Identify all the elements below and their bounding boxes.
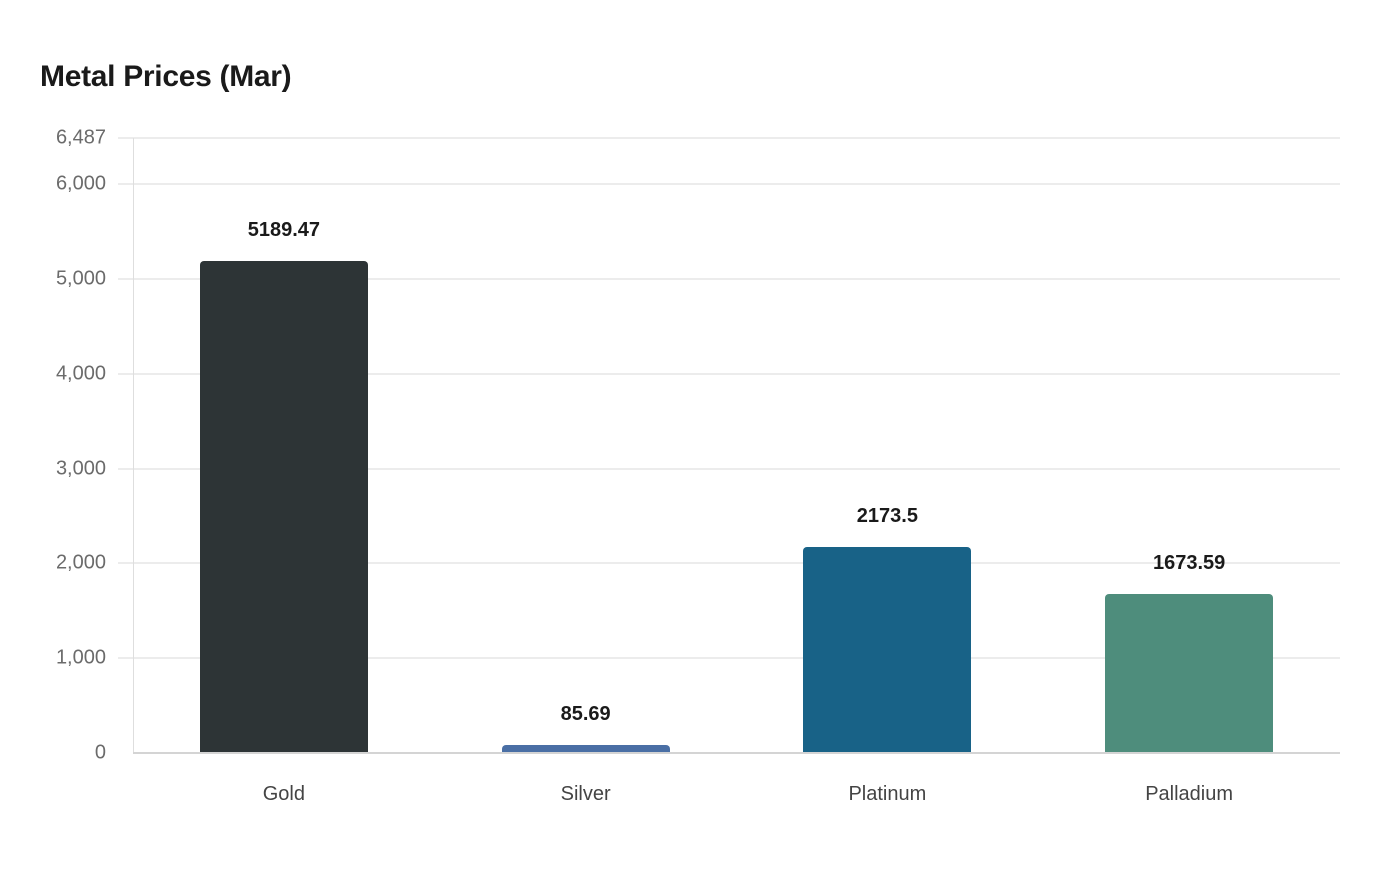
x-tick-label: Silver	[560, 783, 611, 805]
y-tick-label: 4,000	[55, 362, 106, 385]
gridline	[118, 562, 1340, 565]
gridline	[118, 372, 1340, 375]
y-tick-label: 0	[94, 741, 106, 764]
bar-value-label: 5189.47	[247, 219, 321, 241]
x-tick-label: Platinum	[848, 783, 927, 805]
bar-value-label: 2173.5	[856, 504, 918, 527]
bar-gold[interactable]	[199, 261, 368, 753]
x-axis-line	[133, 752, 1340, 754]
y-tick-label: 1,000	[55, 646, 106, 669]
chart-title: Metal Prices (Mar)	[40, 60, 292, 93]
x-tick-label: Gold	[262, 783, 305, 805]
y-tick-label: 2,000	[55, 551, 106, 574]
bar-palladium[interactable]	[1105, 594, 1274, 753]
y-tick-label: 6,487	[55, 126, 106, 149]
y-tick-label: 6,000	[55, 172, 106, 195]
x-tick-label: Palladium	[1145, 783, 1234, 805]
bar-silver[interactable]	[501, 744, 670, 753]
bar-platinum[interactable]	[803, 546, 972, 753]
gridline	[118, 467, 1340, 470]
bar-value-label: 85.69	[560, 702, 611, 725]
y-tick-label: 5,000	[55, 267, 106, 290]
gridline	[118, 137, 1340, 139]
gridline	[118, 657, 1340, 660]
gridline	[118, 277, 1340, 280]
y-axis-line	[133, 138, 134, 753]
y-tick-label: 3,000	[55, 457, 106, 480]
gridline	[118, 183, 1340, 186]
bar-value-label: 1673.59	[1152, 552, 1226, 575]
